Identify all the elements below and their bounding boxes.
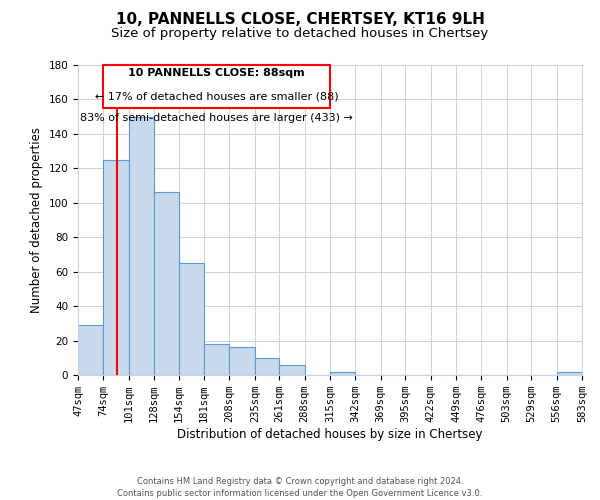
Text: Contains public sector information licensed under the Open Government Licence v3: Contains public sector information licen… xyxy=(118,488,482,498)
Bar xyxy=(255,358,279,375)
Bar xyxy=(557,372,582,375)
Bar xyxy=(154,192,179,375)
Text: ← 17% of detached houses are smaller (88): ← 17% of detached houses are smaller (88… xyxy=(95,92,338,102)
Bar xyxy=(330,372,355,375)
FancyBboxPatch shape xyxy=(103,65,330,108)
Text: 83% of semi-detached houses are larger (433) →: 83% of semi-detached houses are larger (… xyxy=(80,113,353,123)
Text: 10, PANNELLS CLOSE, CHERTSEY, KT16 9LH: 10, PANNELLS CLOSE, CHERTSEY, KT16 9LH xyxy=(116,12,484,28)
Bar xyxy=(204,344,229,375)
X-axis label: Distribution of detached houses by size in Chertsey: Distribution of detached houses by size … xyxy=(177,428,483,441)
Bar xyxy=(78,325,103,375)
Text: Contains HM Land Registry data © Crown copyright and database right 2024.: Contains HM Land Registry data © Crown c… xyxy=(137,477,463,486)
Bar xyxy=(279,364,305,375)
Bar xyxy=(129,116,154,375)
Bar xyxy=(103,160,129,375)
Y-axis label: Number of detached properties: Number of detached properties xyxy=(30,127,43,313)
Text: 10 PANNELLS CLOSE: 88sqm: 10 PANNELLS CLOSE: 88sqm xyxy=(128,68,305,78)
Text: Size of property relative to detached houses in Chertsey: Size of property relative to detached ho… xyxy=(112,28,488,40)
Bar xyxy=(179,263,204,375)
Bar xyxy=(229,348,255,375)
